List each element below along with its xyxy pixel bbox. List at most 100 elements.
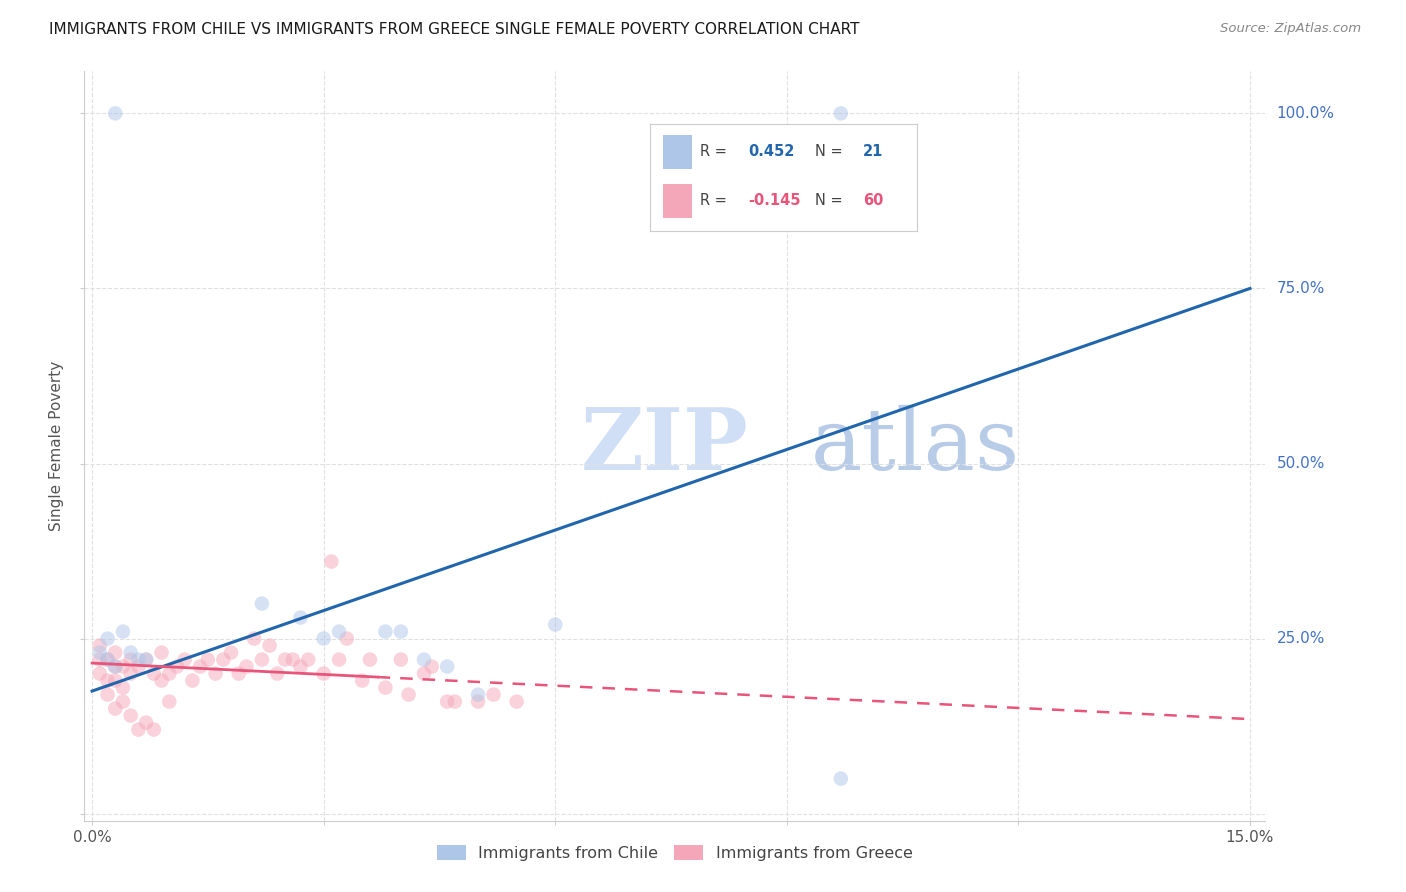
Point <box>312 632 335 646</box>
Point <box>127 723 149 737</box>
Point <box>142 723 165 737</box>
Point <box>389 652 412 666</box>
Point <box>104 659 127 673</box>
Point <box>544 617 567 632</box>
Point <box>219 646 242 660</box>
Text: IMMIGRANTS FROM CHILE VS IMMIGRANTS FROM GREECE SINGLE FEMALE POVERTY CORRELATIO: IMMIGRANTS FROM CHILE VS IMMIGRANTS FROM… <box>49 22 859 37</box>
Text: R =: R = <box>700 194 727 209</box>
Point <box>830 772 852 786</box>
Point <box>467 688 489 702</box>
Point <box>142 666 165 681</box>
Point <box>181 673 204 688</box>
Point <box>104 659 127 673</box>
Point <box>111 659 134 673</box>
Point <box>89 646 111 660</box>
Point <box>104 106 127 120</box>
Text: N =: N = <box>815 145 842 160</box>
Point <box>89 652 111 666</box>
Point <box>96 652 118 666</box>
Legend: Immigrants from Chile, Immigrants from Greece: Immigrants from Chile, Immigrants from G… <box>429 838 921 869</box>
Text: 0.452: 0.452 <box>748 145 794 160</box>
Point <box>413 652 436 666</box>
Point <box>328 624 350 639</box>
Point <box>436 659 458 673</box>
Point <box>290 659 312 673</box>
Point <box>290 610 312 624</box>
Text: R =: R = <box>700 145 727 160</box>
Point <box>374 624 396 639</box>
Point <box>197 652 219 666</box>
Point <box>266 666 288 681</box>
Point <box>444 695 467 709</box>
Point <box>359 652 381 666</box>
Point <box>274 652 297 666</box>
Y-axis label: Single Female Poverty: Single Female Poverty <box>49 361 65 531</box>
Point <box>505 695 527 709</box>
Point <box>228 666 250 681</box>
Text: 75.0%: 75.0% <box>1277 281 1324 296</box>
Point <box>243 632 266 646</box>
Text: N =: N = <box>815 194 842 209</box>
Point <box>96 673 118 688</box>
Text: 50.0%: 50.0% <box>1277 456 1324 471</box>
Point <box>281 652 304 666</box>
Point <box>204 666 226 681</box>
Bar <box>664 135 693 169</box>
Point <box>104 673 127 688</box>
Point <box>212 652 235 666</box>
Point <box>436 695 458 709</box>
Bar <box>664 184 693 218</box>
Point <box>111 681 134 695</box>
Text: ZIP: ZIP <box>581 404 748 488</box>
Point <box>89 639 111 653</box>
Point <box>104 701 127 715</box>
Point <box>328 652 350 666</box>
Point <box>482 688 505 702</box>
Text: Source: ZipAtlas.com: Source: ZipAtlas.com <box>1220 22 1361 36</box>
Point <box>89 666 111 681</box>
Point <box>321 555 343 569</box>
Point <box>157 695 180 709</box>
Point <box>336 632 359 646</box>
Point <box>135 652 157 666</box>
Point <box>111 624 134 639</box>
Point <box>166 659 188 673</box>
Text: -0.145: -0.145 <box>748 194 801 209</box>
Point <box>120 666 142 681</box>
Point <box>135 652 157 666</box>
Point <box>250 597 273 611</box>
Point <box>259 639 281 653</box>
Point <box>135 715 157 730</box>
Point <box>312 666 335 681</box>
Point <box>127 652 149 666</box>
Point <box>297 652 319 666</box>
Point <box>467 695 489 709</box>
Point <box>120 646 142 660</box>
Point <box>173 652 195 666</box>
Text: 60: 60 <box>863 194 884 209</box>
Point <box>96 688 118 702</box>
Point <box>188 659 211 673</box>
Point <box>413 666 436 681</box>
Point <box>96 652 118 666</box>
Point <box>398 688 420 702</box>
Point <box>150 673 173 688</box>
Point <box>830 106 852 120</box>
Text: 100.0%: 100.0% <box>1277 106 1334 121</box>
Point <box>127 659 149 673</box>
Point <box>352 673 374 688</box>
Point <box>111 695 134 709</box>
Point <box>104 646 127 660</box>
Point <box>120 708 142 723</box>
Point <box>250 652 273 666</box>
Point <box>420 659 443 673</box>
Point <box>389 624 412 639</box>
Text: atlas: atlas <box>811 404 1019 488</box>
Point <box>235 659 257 673</box>
Point <box>96 632 118 646</box>
Text: 21: 21 <box>863 145 884 160</box>
Text: 25.0%: 25.0% <box>1277 631 1324 646</box>
Point <box>120 652 142 666</box>
Point <box>150 646 173 660</box>
Point <box>157 666 180 681</box>
